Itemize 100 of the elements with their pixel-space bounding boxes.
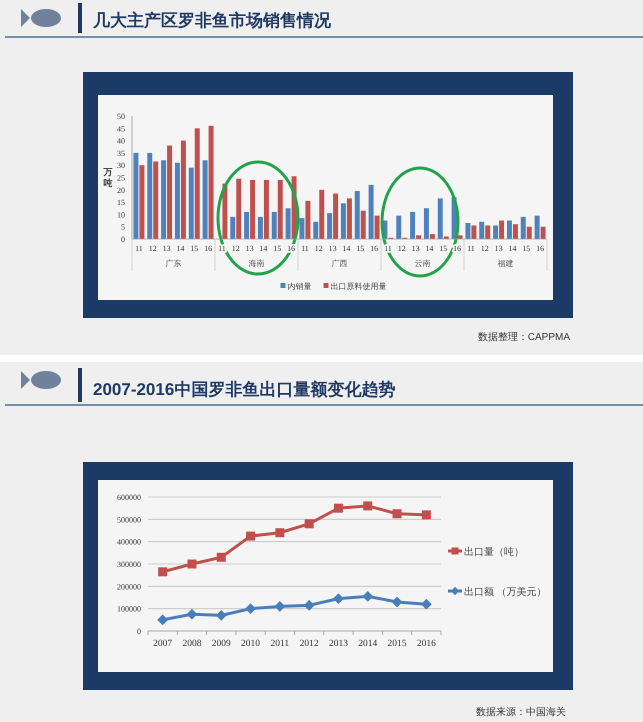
bar [299, 218, 304, 239]
x-tick-label: 2011 [270, 639, 290, 649]
legend-label: 内销量 [288, 282, 312, 291]
text: 云南 [414, 259, 430, 268]
x-tick-label: 2014 [358, 639, 378, 649]
point [187, 560, 196, 568]
point [363, 501, 372, 510]
bar [333, 193, 338, 239]
y-tick-label: 600000 [117, 493, 141, 502]
point [274, 601, 286, 612]
point [186, 608, 198, 620]
x-tick-label: 12 [398, 244, 406, 253]
bar [194, 128, 200, 239]
text: 海南 [248, 259, 264, 268]
x-tick-label: 16 [536, 244, 544, 253]
legend-label: 出口量（吨） [464, 546, 524, 558]
x-tick-label: 15 [522, 244, 530, 253]
bar [354, 191, 360, 239]
bar [202, 160, 208, 239]
x-tick-label: 14 [259, 244, 268, 253]
x-tick-label: 13 [412, 244, 420, 253]
bar [424, 208, 429, 239]
bar [368, 184, 374, 239]
y-tick-label: 5 [121, 222, 125, 232]
bar [153, 162, 158, 239]
point [275, 528, 284, 538]
point [333, 593, 344, 604]
bar [180, 140, 186, 239]
point [362, 590, 374, 602]
bar [188, 168, 194, 239]
bar [506, 220, 512, 239]
x-tick-label: 16 [204, 244, 212, 253]
x-tick-label: 11 [135, 244, 143, 253]
x-tick-label: 2012 [300, 639, 319, 649]
x-tick-label: 14 [425, 244, 434, 253]
bar [327, 213, 332, 239]
x-tick-label: 12 [232, 244, 240, 253]
legend-label: 出口额 （万美元） [464, 586, 546, 598]
point [392, 509, 402, 518]
bar [499, 220, 504, 239]
bar [167, 146, 172, 239]
point [157, 614, 168, 626]
bar [493, 225, 498, 239]
bar [479, 222, 484, 239]
x-tick-label: 15 [439, 244, 448, 253]
text: 数据整理：CAPPMA [478, 331, 570, 343]
y-tick-label: 45 [117, 124, 125, 134]
bar [512, 224, 518, 239]
y-axis-title: 万吨 [102, 167, 112, 188]
bar [396, 216, 402, 239]
x-tick-label: 14 [508, 244, 516, 253]
bar [139, 165, 144, 239]
bar [313, 222, 318, 239]
point [216, 610, 227, 621]
bar [430, 234, 435, 239]
y-tick-label: 30 [117, 161, 125, 170]
bar [264, 180, 269, 239]
bar [161, 160, 166, 239]
point [216, 552, 226, 562]
x-tick-label: 2007 [153, 639, 172, 649]
x-tick-label: 13 [246, 244, 254, 253]
x-tick-label: 12 [314, 244, 323, 253]
bar [272, 212, 277, 239]
y-tick-label: 35 [117, 148, 125, 158]
x-tick-label: 15 [356, 244, 364, 253]
x-tick-label: 2016 [416, 639, 436, 649]
x-tick-label: 12 [480, 244, 489, 253]
bar [236, 178, 242, 239]
text: 广东 [166, 259, 182, 268]
bar [230, 216, 236, 239]
bar [540, 226, 546, 239]
y-tick-label: 400000 [117, 538, 141, 547]
y-tick-label: 0 [121, 235, 125, 244]
bar [346, 198, 352, 239]
bar [250, 180, 256, 239]
x-tick-label: 15 [273, 244, 282, 253]
bar [244, 212, 250, 239]
y-tick-label: 100000 [117, 604, 141, 614]
x-tick-label: 12 [148, 244, 157, 253]
x-tick-label: 16 [453, 244, 462, 253]
bar [174, 162, 180, 239]
bar [147, 152, 152, 239]
point [246, 532, 256, 541]
point [420, 598, 432, 610]
bar [410, 212, 416, 239]
y-tick-label: 200000 [117, 582, 141, 592]
y-tick-label: 0 [137, 627, 141, 636]
point [422, 510, 431, 520]
x-tick-label: 2013 [328, 639, 348, 649]
x-tick-label: 2008 [182, 639, 202, 649]
y-tick-label: 20 [117, 186, 125, 195]
text: 广西 [332, 259, 348, 268]
bar [305, 200, 310, 239]
x-tick-label: 2015 [388, 639, 407, 649]
chart-title: 2007-2016中国罗非鱼出口量额变化趋势 [93, 380, 396, 399]
source-note: 数据来源：中国海关 [476, 706, 566, 718]
bar [133, 152, 138, 239]
bar [258, 216, 263, 239]
chart-title: 几大主产区罗非鱼市场销售情况 [92, 11, 332, 30]
y-tick-label: 300000 [117, 560, 141, 569]
